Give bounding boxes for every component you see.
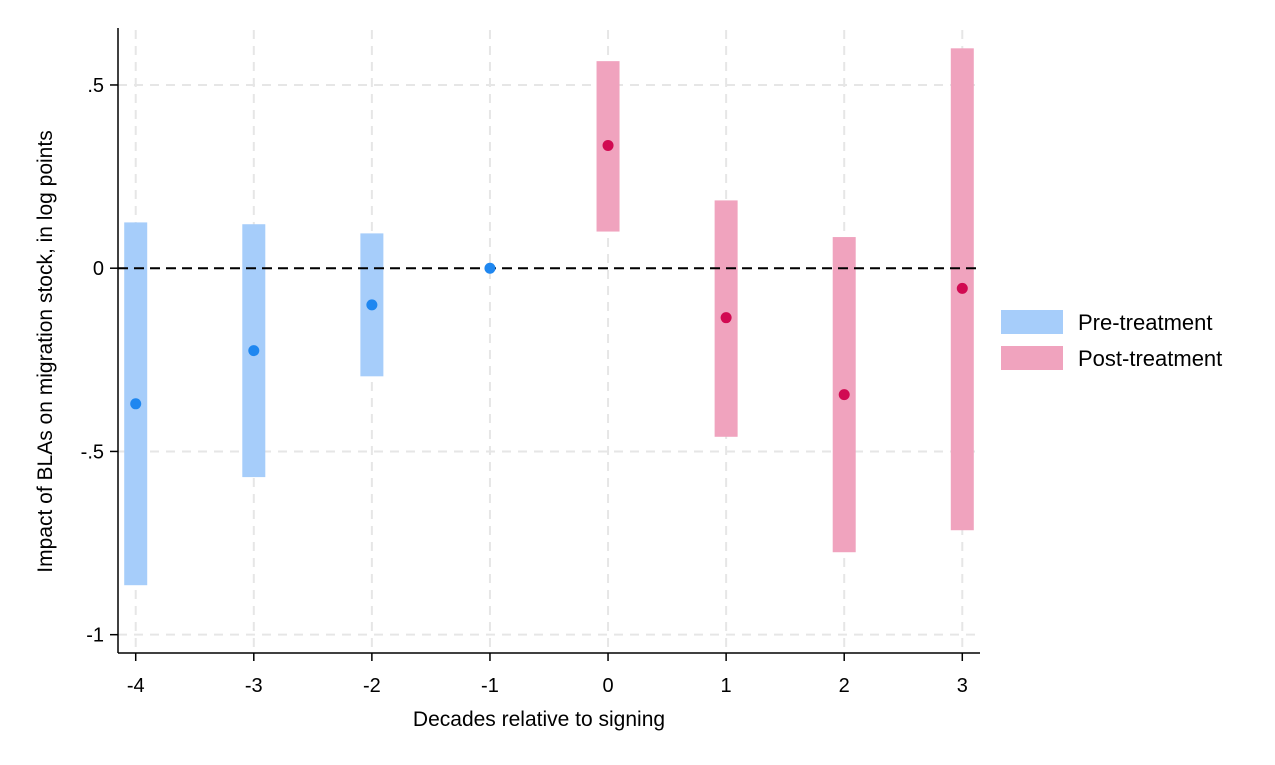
point-estimates xyxy=(130,139,968,410)
point-estimate xyxy=(838,389,850,401)
point-estimate xyxy=(720,312,732,324)
point-estimate xyxy=(484,262,496,274)
legend-label: Post-treatment xyxy=(1078,346,1222,371)
x-tick-label: 3 xyxy=(957,675,968,697)
x-tick-label: 1 xyxy=(721,675,732,697)
y-axis-title: Impact of BLAs on migration stock, in lo… xyxy=(34,130,57,572)
tick-labels: -4 -3 -2 -1 0 1 2 3 .5 0 -.5 -1 xyxy=(81,75,968,697)
x-tick-label: 2 xyxy=(839,675,850,697)
legend: Pre-treatment Post-treatment xyxy=(1001,310,1222,371)
point-estimate xyxy=(366,299,378,311)
x-axis-title: Decades relative to signing xyxy=(413,708,665,731)
legend-label: Pre-treatment xyxy=(1078,310,1213,335)
x-tick-label: -1 xyxy=(481,675,499,697)
x-tick-label: -2 xyxy=(363,675,381,697)
y-tick-label: .5 xyxy=(87,75,104,97)
y-tick-label: -1 xyxy=(86,625,104,647)
confidence-intervals xyxy=(124,48,974,586)
point-estimate xyxy=(130,398,142,410)
x-tick-label: 0 xyxy=(602,675,613,697)
y-tick-label: 0 xyxy=(93,258,104,280)
point-estimate xyxy=(248,345,260,357)
x-tick-label: -3 xyxy=(245,675,263,697)
axes xyxy=(110,28,980,661)
point-estimate xyxy=(956,282,968,294)
y-tick-label: -.5 xyxy=(81,441,104,463)
x-tick-label: -4 xyxy=(127,675,145,697)
point-estimate xyxy=(602,139,614,151)
legend-swatch xyxy=(1001,310,1063,334)
legend-swatch xyxy=(1001,346,1063,370)
